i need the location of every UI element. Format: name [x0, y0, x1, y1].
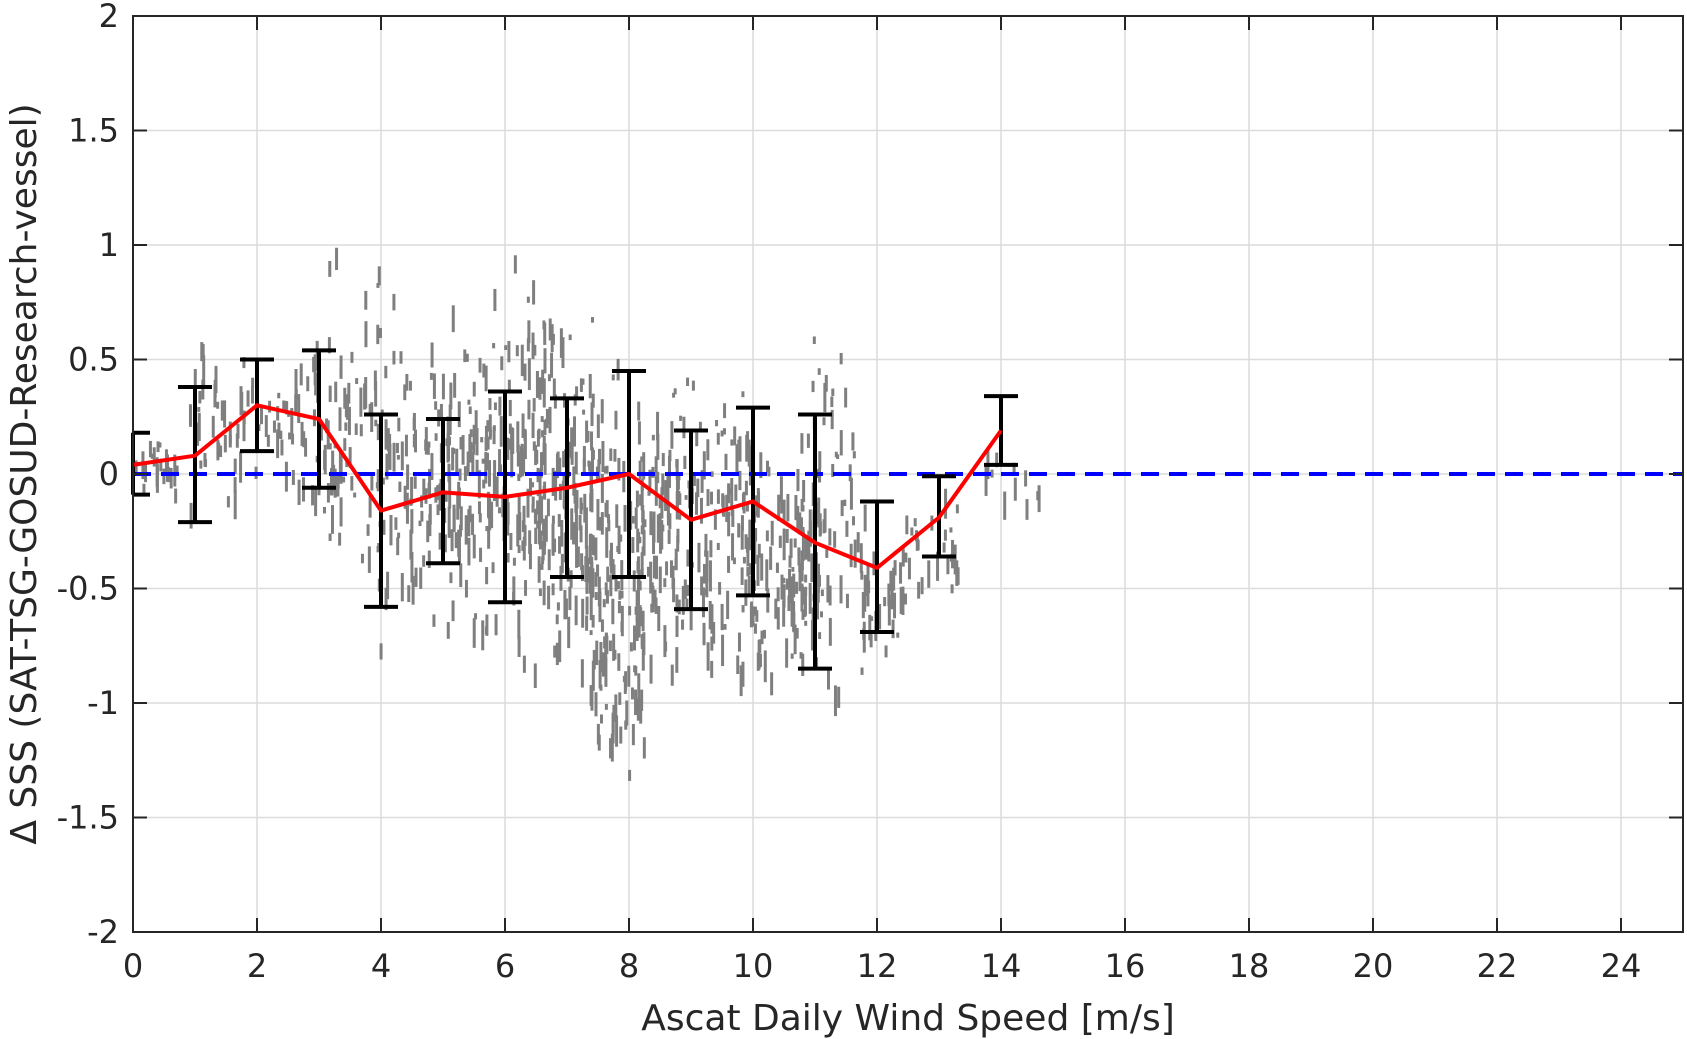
y-axis-label: Δ SSS (SAT-TSG-GOSUD-Research-vessel): [4, 103, 45, 844]
x-tick-label: 14: [981, 947, 1022, 985]
x-tick-label: 2: [247, 947, 267, 985]
x-tick-label: 6: [495, 947, 515, 985]
x-tick-label: 8: [619, 947, 639, 985]
y-tick-label: 1: [99, 226, 119, 264]
y-tick-label: -2: [87, 913, 119, 951]
y-tick-label: 0.5: [68, 341, 119, 379]
x-tick-label: 12: [857, 947, 898, 985]
axis-ticks: 0 2 4 6 8 10 12 14 16 18 20 22 2421.510.50-0.5-1-1.5…: [57, 0, 1683, 985]
x-tick-label: 18: [1229, 947, 1270, 985]
y-tick-label: 1.5: [68, 112, 119, 150]
x-tick-label: 16: [1105, 947, 1146, 985]
mean-line: [132, 403, 1003, 570]
x-tick-label: 20: [1353, 947, 1394, 985]
x-tick-label: 0: [123, 947, 143, 985]
x-tick-label: 10: [733, 947, 774, 985]
x-tick-label: 22: [1477, 947, 1518, 985]
x-tick-label: 24: [1601, 947, 1642, 985]
y-tick-label: -1: [87, 684, 119, 722]
x-axis-label: Ascat Daily Wind Speed [m/s]: [641, 998, 1175, 1039]
y-tick-label: -0.5: [57, 570, 119, 608]
y-tick-label: 2: [99, 0, 119, 35]
x-tick-label: 4: [371, 947, 391, 985]
mean-line-path: [132, 403, 1003, 570]
y-tick-label: -1.5: [57, 799, 119, 837]
y-tick-label: 0: [99, 455, 119, 493]
